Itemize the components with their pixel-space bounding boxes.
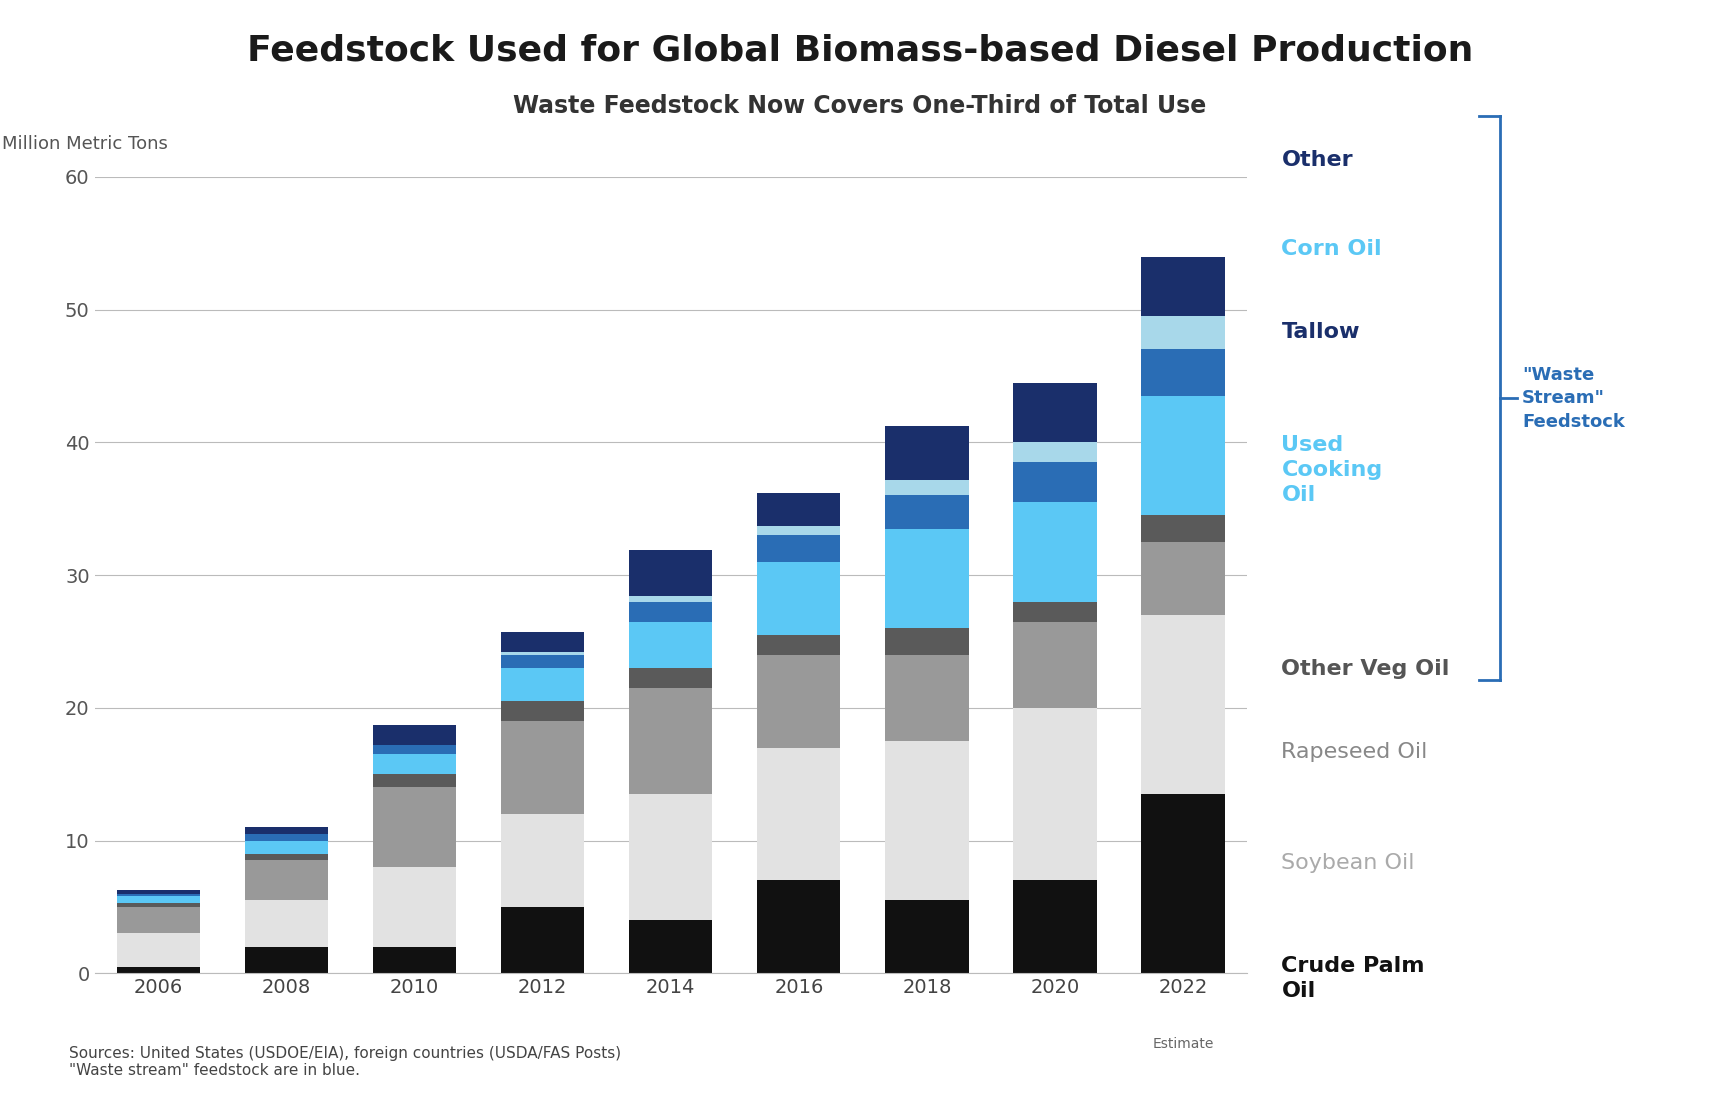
Bar xyxy=(630,550,712,596)
Bar xyxy=(757,748,841,880)
Bar xyxy=(1013,502,1097,602)
Bar xyxy=(117,907,200,933)
Bar xyxy=(117,902,200,907)
Bar xyxy=(373,754,456,774)
Text: Estimate: Estimate xyxy=(1152,1037,1214,1051)
Bar xyxy=(1142,396,1225,515)
Text: Rapeseed Oil: Rapeseed Oil xyxy=(1281,742,1428,762)
Text: Sources: United States (USDOE/EIA), foreign countries (USDA/FAS Posts)
"Waste st: Sources: United States (USDOE/EIA), fore… xyxy=(69,1046,621,1078)
Bar xyxy=(630,688,712,794)
Bar xyxy=(757,880,841,973)
Bar xyxy=(117,889,200,894)
Bar xyxy=(757,535,841,562)
Text: Corn Oil: Corn Oil xyxy=(1281,239,1383,259)
Bar xyxy=(1013,462,1097,502)
Bar xyxy=(244,900,329,947)
Text: Tallow: Tallow xyxy=(1281,322,1361,342)
Bar xyxy=(1013,442,1097,462)
Text: Million Metric Tons: Million Metric Tons xyxy=(2,135,169,153)
Bar xyxy=(1142,794,1225,973)
Bar xyxy=(886,900,968,973)
Text: Used
Cooking
Oil: Used Cooking Oil xyxy=(1281,436,1383,504)
Bar xyxy=(757,635,841,655)
Bar xyxy=(373,787,456,867)
Bar xyxy=(244,827,329,834)
Bar xyxy=(757,655,841,748)
Bar xyxy=(630,602,712,622)
Bar xyxy=(117,933,200,967)
Bar xyxy=(886,655,968,741)
Bar xyxy=(1013,622,1097,708)
Bar xyxy=(630,596,712,602)
Bar xyxy=(373,726,456,745)
Bar xyxy=(244,860,329,900)
Bar xyxy=(501,701,585,721)
Bar xyxy=(630,794,712,920)
Bar xyxy=(501,721,585,814)
Bar xyxy=(373,947,456,973)
Bar xyxy=(1142,257,1225,316)
Text: Feedstock Used for Global Biomass-based Diesel Production: Feedstock Used for Global Biomass-based … xyxy=(246,33,1474,67)
Bar xyxy=(117,896,200,902)
Bar xyxy=(501,814,585,907)
Bar xyxy=(1142,515,1225,542)
Bar xyxy=(630,622,712,668)
Bar xyxy=(757,526,841,535)
Bar xyxy=(501,907,585,973)
Bar xyxy=(244,854,329,860)
Bar xyxy=(630,920,712,973)
Bar xyxy=(886,628,968,655)
Bar xyxy=(1142,542,1225,615)
Bar xyxy=(117,967,200,973)
Text: Other: Other xyxy=(1281,150,1354,170)
Bar xyxy=(501,668,585,701)
Bar xyxy=(373,774,456,787)
Bar xyxy=(1013,708,1097,880)
Text: Other Veg Oil: Other Veg Oil xyxy=(1281,659,1450,679)
Bar xyxy=(1013,602,1097,622)
Text: "Waste
Stream"
Feedstock: "Waste Stream" Feedstock xyxy=(1522,366,1625,430)
Bar xyxy=(117,894,200,896)
Bar xyxy=(886,480,968,495)
Bar xyxy=(244,841,329,854)
Text: Crude Palm
Oil: Crude Palm Oil xyxy=(1281,957,1424,1001)
Text: Waste Feedstock Now Covers One-Third of Total Use: Waste Feedstock Now Covers One-Third of … xyxy=(513,94,1207,118)
Bar xyxy=(1142,349,1225,396)
Bar xyxy=(373,867,456,947)
Bar xyxy=(886,529,968,628)
Bar xyxy=(244,834,329,841)
Bar xyxy=(757,493,841,526)
Bar xyxy=(1013,383,1097,442)
Bar xyxy=(501,633,585,653)
Bar xyxy=(886,495,968,529)
Bar xyxy=(757,562,841,635)
Bar xyxy=(1013,880,1097,973)
Bar xyxy=(886,427,968,480)
Bar xyxy=(501,653,585,655)
Bar xyxy=(1142,615,1225,794)
Bar xyxy=(244,947,329,973)
Text: Soybean Oil: Soybean Oil xyxy=(1281,853,1416,873)
Bar xyxy=(373,745,456,754)
Bar xyxy=(886,741,968,900)
Bar xyxy=(501,655,585,668)
Bar xyxy=(1142,316,1225,349)
Bar xyxy=(630,668,712,688)
